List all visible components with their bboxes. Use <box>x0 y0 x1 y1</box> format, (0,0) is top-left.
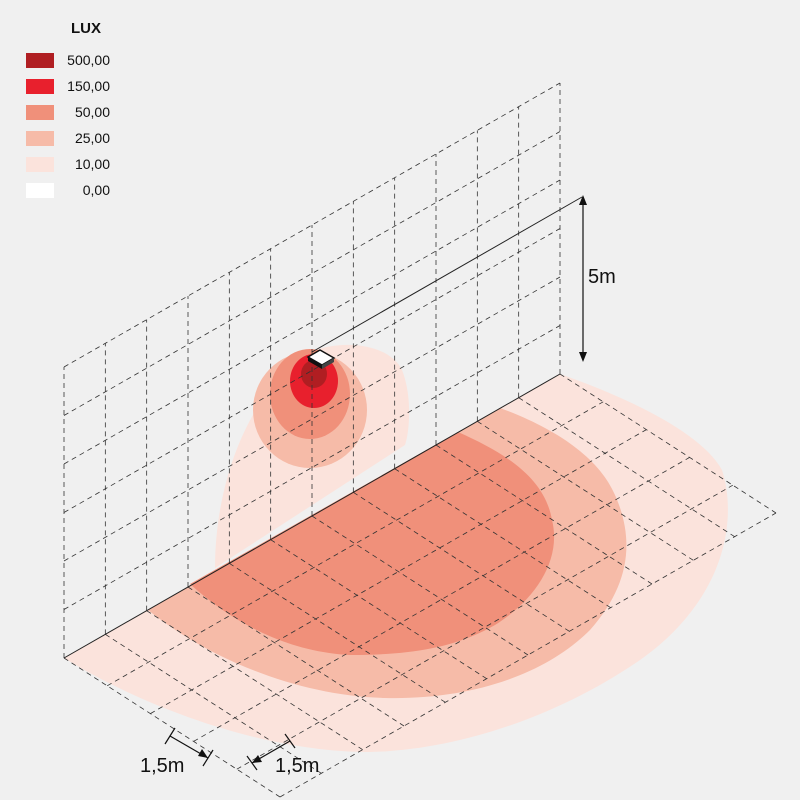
grid-line <box>394 468 611 609</box>
wall-grid <box>63 82 561 658</box>
grid-line <box>559 373 777 514</box>
grid-dimension-b <box>246 733 296 771</box>
grid-line <box>311 515 529 656</box>
legend-swatch <box>26 104 54 120</box>
legend-item-10: 10,00 <box>26 151 116 177</box>
grid-line <box>146 610 363 751</box>
grid-label-a: 1,5m <box>140 755 185 777</box>
ceiling-reference-line <box>311 196 583 353</box>
height-label: 5m <box>588 266 616 288</box>
luminaire-icon <box>306 349 336 369</box>
legend-item-0: 0,00 <box>26 177 116 203</box>
grid-line <box>435 444 653 585</box>
grid-line <box>518 397 735 538</box>
legend-swatch <box>26 78 54 94</box>
grid-line <box>229 562 446 703</box>
grid-line <box>270 539 487 680</box>
grid-dimension-a <box>164 727 214 767</box>
height-dimension <box>579 195 587 362</box>
legend-swatch <box>26 156 54 172</box>
floor-grid <box>63 373 777 798</box>
grid-line <box>477 420 694 561</box>
grid-line <box>105 633 322 774</box>
legend: LUX 500,00 150,00 50,00 25,00 10,00 0,00 <box>26 20 116 203</box>
legend-label: 150,00 <box>67 78 110 94</box>
floor-zones <box>64 374 728 752</box>
grid-line <box>63 657 281 798</box>
floor-zone-50 <box>190 432 555 655</box>
legend-item-25: 25,00 <box>26 125 116 151</box>
grid-line <box>353 491 570 632</box>
legend-label: 500,00 <box>67 52 110 68</box>
legend-title: LUX <box>71 20 101 37</box>
legend-label: 25,00 <box>74 130 110 146</box>
legend-item-500: 500,00 <box>26 47 116 73</box>
legend-label: 50,00 <box>74 104 110 120</box>
legend-label: 10,00 <box>74 156 110 172</box>
grid-line <box>187 586 405 727</box>
legend-item-50: 50,00 <box>26 99 116 125</box>
legend-swatch <box>26 182 54 198</box>
grid-label-b: 1,5m <box>275 755 320 777</box>
wall-floor-edge <box>63 373 561 659</box>
legend-swatch <box>26 130 54 146</box>
legend-swatch <box>26 52 54 68</box>
legend-label: 0,00 <box>82 182 110 198</box>
legend-item-150: 150,00 <box>26 73 116 99</box>
